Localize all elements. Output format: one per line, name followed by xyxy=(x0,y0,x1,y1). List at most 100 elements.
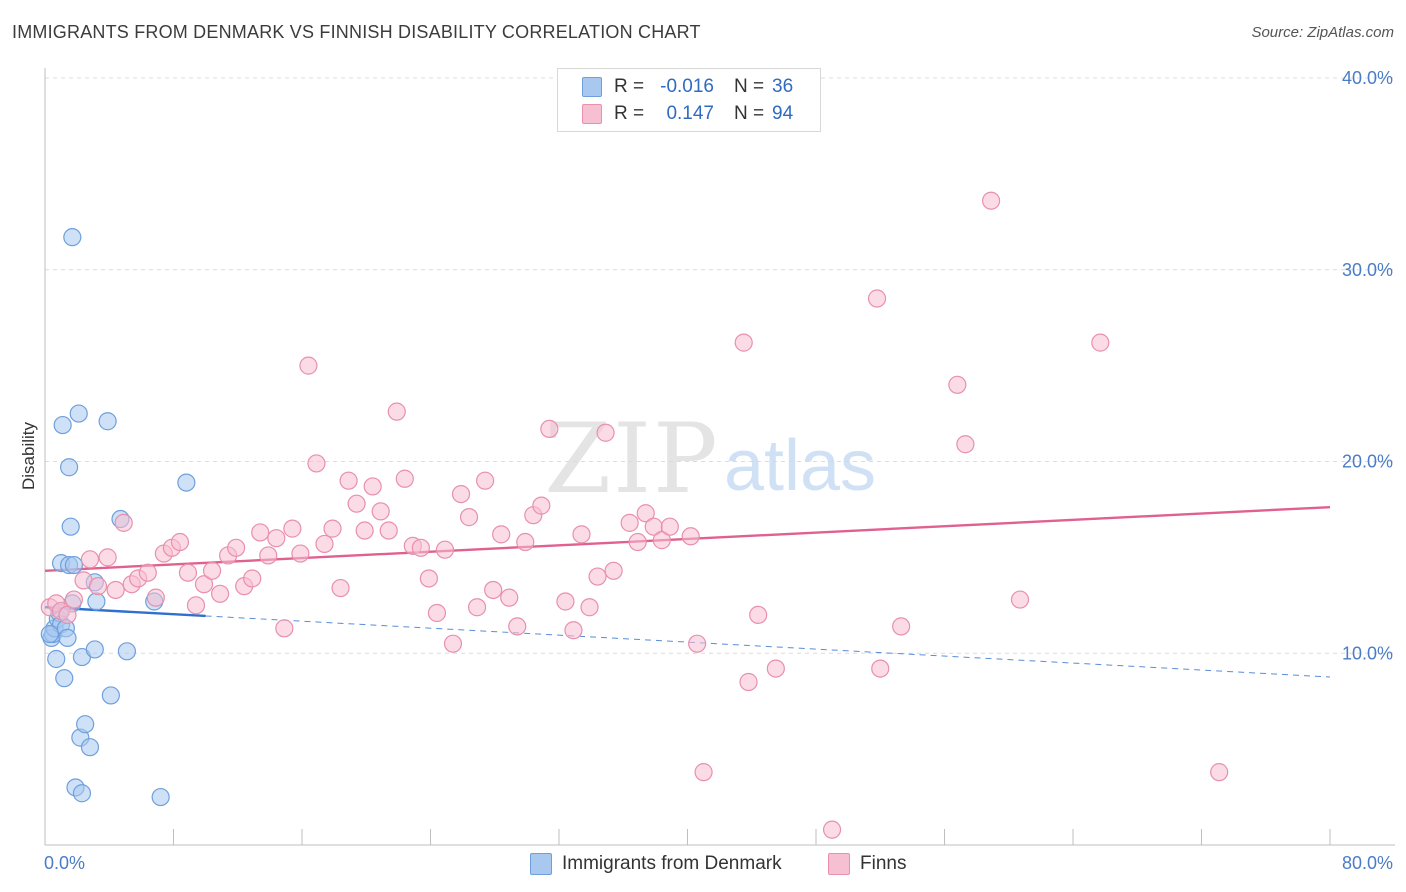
bottom-legend-denmark: Immigrants from Denmark xyxy=(530,852,782,876)
point-finns xyxy=(688,634,707,653)
point-finns xyxy=(98,548,117,567)
point-finns xyxy=(227,538,246,557)
point-denmark xyxy=(55,669,74,688)
point-finns xyxy=(323,519,342,538)
point-finns xyxy=(443,634,463,653)
point-finns xyxy=(766,659,785,678)
point-denmark xyxy=(80,738,100,757)
point-finns xyxy=(315,534,334,554)
point-denmark xyxy=(59,458,79,477)
x-tick-label: 0.0% xyxy=(44,853,85,873)
point-finns xyxy=(347,494,366,513)
point-denmark xyxy=(58,628,77,648)
point-finns xyxy=(694,763,713,782)
point-finns xyxy=(411,538,430,557)
point-finns xyxy=(572,525,591,544)
bottom-legend-finns: Finns xyxy=(828,852,906,876)
point-finns xyxy=(596,423,615,442)
point-finns xyxy=(580,598,599,617)
r-label: R = xyxy=(614,76,645,97)
point-finns xyxy=(892,617,911,636)
point-finns xyxy=(194,575,214,594)
point-denmark xyxy=(76,715,95,734)
point-finns xyxy=(1091,333,1110,352)
point-finns xyxy=(948,375,967,394)
point-finns xyxy=(451,484,471,504)
point-finns xyxy=(604,561,623,580)
bottom-legend-label-denmark: Immigrants from Denmark xyxy=(562,853,782,874)
point-finns xyxy=(299,356,318,375)
point-finns xyxy=(419,569,438,588)
point-finns xyxy=(1010,590,1030,609)
y-axis-label: Disability xyxy=(19,421,38,490)
point-finns xyxy=(291,544,310,563)
grid-lines xyxy=(45,77,1395,654)
x-tick-label: 80.0% xyxy=(1342,853,1393,873)
point-finns xyxy=(395,469,414,488)
point-finns xyxy=(210,584,230,603)
point-finns xyxy=(652,531,671,550)
point-finns xyxy=(532,496,551,515)
point-denmark xyxy=(117,642,137,661)
point-finns xyxy=(355,521,374,540)
bottom-legend-label-finns: Finns xyxy=(860,853,907,874)
r-value: 0.147 xyxy=(666,103,714,124)
point-finns xyxy=(339,471,358,490)
point-denmark xyxy=(69,404,88,423)
point-denmark xyxy=(151,787,170,807)
chart-title: IMMIGRANTS FROM DENMARK VS FINNISH DISAB… xyxy=(12,22,701,42)
point-denmark xyxy=(87,592,106,611)
point-finns xyxy=(981,191,1001,210)
point-denmark xyxy=(72,784,92,803)
y-tick-label: 40.0% xyxy=(1342,68,1393,88)
point-finns xyxy=(871,659,890,678)
legend-swatch-denmark xyxy=(582,77,602,97)
point-finns xyxy=(363,477,382,496)
point-finns xyxy=(251,523,270,542)
axes xyxy=(44,68,1395,846)
point-finns xyxy=(186,596,206,615)
point-denmark xyxy=(98,412,117,431)
point-finns xyxy=(80,550,100,569)
point-denmark xyxy=(64,555,84,575)
watermark-atlas: atlas xyxy=(724,426,876,506)
point-finns xyxy=(267,529,286,548)
point-finns xyxy=(88,577,108,596)
point-finns xyxy=(476,471,495,490)
point-finns xyxy=(540,419,559,439)
source-credit: Source: ZipAtlas.com xyxy=(1251,24,1394,41)
trend-line-denmark-extension xyxy=(205,615,1331,678)
point-finns xyxy=(739,672,758,692)
point-denmark xyxy=(61,517,80,536)
point-finns xyxy=(660,517,679,536)
point-finns xyxy=(387,402,406,421)
point-finns xyxy=(516,532,535,552)
point-finns xyxy=(564,621,583,640)
legend-swatch-finns xyxy=(582,104,602,124)
point-denmark xyxy=(63,228,82,247)
point-finns xyxy=(467,598,487,617)
point-finns xyxy=(508,617,527,636)
point-finns xyxy=(734,333,753,352)
point-denmark xyxy=(40,624,59,644)
point-finns xyxy=(114,513,133,532)
point-finns xyxy=(64,590,84,609)
bottom-legend-swatch-finns xyxy=(828,853,850,875)
point-finns xyxy=(170,532,190,552)
n-label: N = xyxy=(734,103,765,124)
point-finns xyxy=(371,502,390,521)
bottom-legend-swatch-denmark xyxy=(530,853,552,875)
watermark-zip: ZIP xyxy=(544,403,719,515)
n-value: 94 xyxy=(772,103,794,124)
point-finns xyxy=(556,592,575,611)
point-finns xyxy=(275,619,294,638)
point-finns xyxy=(822,820,842,839)
point-finns xyxy=(178,563,198,582)
point-finns xyxy=(459,508,479,527)
point-finns xyxy=(681,527,700,546)
point-denmark xyxy=(47,649,66,669)
y-tick-label: 20.0% xyxy=(1342,452,1393,472)
point-denmark xyxy=(177,473,196,492)
point-finns xyxy=(749,605,768,625)
